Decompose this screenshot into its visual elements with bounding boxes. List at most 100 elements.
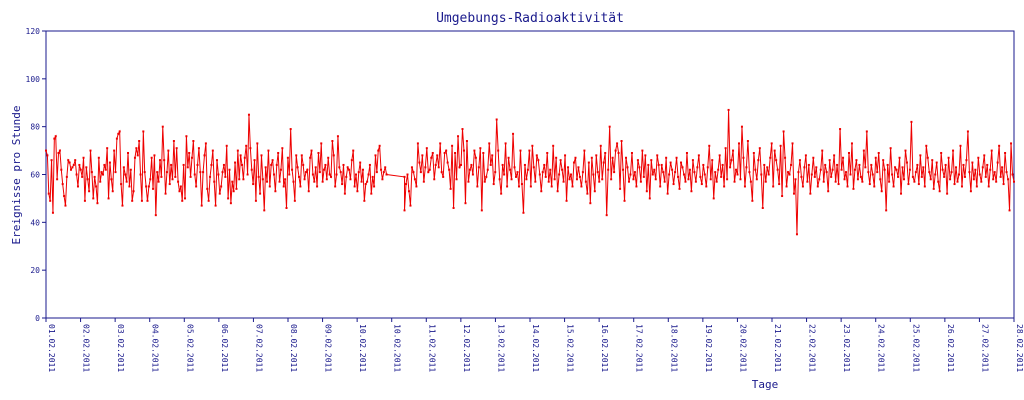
data-point <box>295 154 298 157</box>
data-point <box>538 173 541 176</box>
data-point <box>681 166 684 169</box>
data-point <box>129 168 132 171</box>
data-point <box>439 142 442 145</box>
y-tick-label: 120 <box>26 27 41 36</box>
data-point <box>267 149 270 152</box>
data-point <box>677 175 680 178</box>
data-point <box>592 173 595 176</box>
data-point <box>509 168 512 171</box>
x-tick-label: 07.02.2011 <box>254 324 263 372</box>
data-point <box>338 166 341 169</box>
data-point <box>743 185 746 188</box>
data-point <box>558 173 561 176</box>
x-tick-label: 28.02.2011 <box>1015 324 1024 372</box>
data-point <box>421 154 424 157</box>
data-point <box>113 149 116 152</box>
data-point <box>736 173 739 176</box>
data-point <box>460 163 463 166</box>
data-point <box>803 166 806 169</box>
data-point <box>540 190 543 193</box>
data-point <box>154 214 157 217</box>
data-point <box>684 180 687 183</box>
x-tick-label: 10.02.2011 <box>358 324 367 372</box>
data-point <box>157 180 160 183</box>
data-point <box>279 168 282 171</box>
x-tick-label: 23.02.2011 <box>842 324 851 372</box>
data-point <box>815 166 818 169</box>
data-point <box>785 185 788 188</box>
data-point <box>836 163 839 166</box>
data-point <box>349 178 352 181</box>
data-point <box>934 173 937 176</box>
data-point <box>651 173 654 176</box>
data-point <box>215 159 218 162</box>
data-point <box>752 151 755 154</box>
data-point <box>115 137 118 140</box>
data-point <box>323 168 326 171</box>
data-point <box>457 135 460 138</box>
series-line <box>45 109 1015 235</box>
data-point <box>204 142 207 145</box>
data-point <box>996 161 999 164</box>
data-point <box>186 166 189 169</box>
data-point <box>827 190 830 193</box>
data-point <box>644 154 647 157</box>
data-point <box>778 183 781 186</box>
data-point <box>327 156 330 159</box>
data-point <box>243 156 246 159</box>
data-point <box>261 178 264 181</box>
data-point <box>960 185 963 188</box>
data-point <box>873 185 876 188</box>
x-tick-label: 16.02.2011 <box>600 324 609 372</box>
data-point <box>235 187 238 190</box>
data-point <box>726 178 729 181</box>
data-point <box>416 142 419 145</box>
data-point <box>278 180 281 183</box>
data-point <box>190 156 193 159</box>
data-point <box>559 159 562 162</box>
data-point <box>962 163 965 166</box>
data-point <box>360 180 363 183</box>
data-point <box>795 233 798 236</box>
data-point <box>378 144 381 147</box>
data-point <box>712 197 715 200</box>
data-point <box>733 180 736 183</box>
x-tick-label: 20.02.2011 <box>738 324 747 372</box>
data-point <box>604 151 607 154</box>
data-point <box>67 159 70 162</box>
data-point <box>914 171 917 174</box>
data-point <box>665 156 668 159</box>
data-point <box>593 190 596 193</box>
data-point <box>253 159 256 162</box>
data-point <box>103 163 106 166</box>
data-point <box>339 171 342 174</box>
data-point <box>332 154 335 157</box>
data-point <box>355 173 358 176</box>
data-point <box>953 183 956 186</box>
data-point <box>923 185 926 188</box>
data-point <box>81 175 84 178</box>
data-point <box>147 185 150 188</box>
data-point <box>611 156 614 159</box>
data-point <box>724 147 727 150</box>
data-point <box>462 149 465 152</box>
data-point <box>522 211 525 214</box>
data-point <box>544 175 547 178</box>
data-point <box>706 166 709 169</box>
data-point <box>794 178 797 181</box>
data-point <box>263 209 266 212</box>
data-point <box>302 163 305 166</box>
data-point <box>946 192 949 195</box>
data-point <box>175 147 178 150</box>
data-point <box>249 147 252 150</box>
data-point <box>160 175 163 178</box>
data-point <box>282 185 285 188</box>
data-point <box>904 149 907 152</box>
data-point <box>277 151 280 154</box>
x-tick-label: 10.02.2011 <box>393 324 402 372</box>
data-point <box>807 163 810 166</box>
data-point <box>380 168 383 171</box>
data-point <box>882 159 885 162</box>
data-point <box>171 178 174 181</box>
data-point <box>862 149 865 152</box>
